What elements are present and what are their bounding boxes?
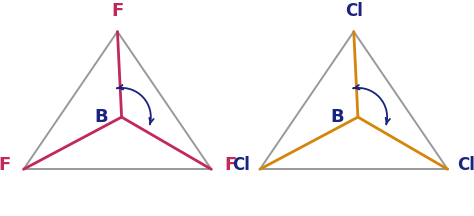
Text: Cl: Cl (345, 2, 363, 20)
Text: F: F (224, 156, 236, 174)
Text: Cl: Cl (457, 156, 474, 174)
Text: F: F (111, 2, 124, 20)
Text: Cl: Cl (232, 156, 250, 174)
Text: B: B (330, 108, 344, 126)
Text: B: B (94, 108, 108, 126)
Text: F: F (0, 156, 11, 174)
